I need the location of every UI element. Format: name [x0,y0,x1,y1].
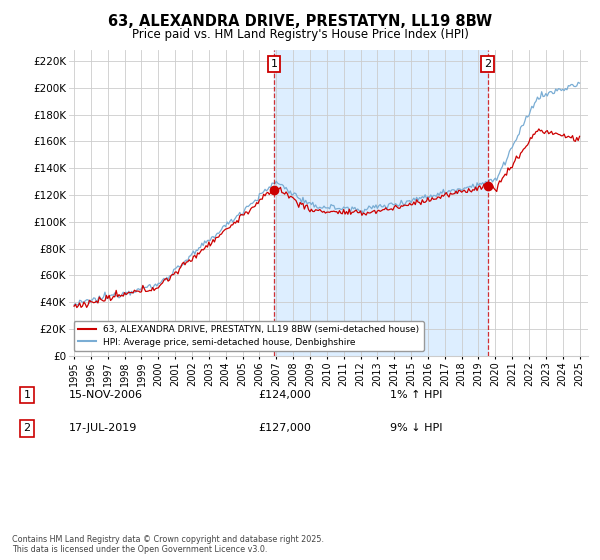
Text: 1% ↑ HPI: 1% ↑ HPI [390,390,442,400]
Text: 17-JUL-2019: 17-JUL-2019 [69,423,137,433]
Text: 1: 1 [23,390,31,400]
Text: 2: 2 [484,59,491,69]
Bar [274,50,488,356]
Text: 2: 2 [23,423,31,433]
Text: 63, ALEXANDRA DRIVE, PRESTATYN, LL19 8BW: 63, ALEXANDRA DRIVE, PRESTATYN, LL19 8BW [108,14,492,29]
Legend: 63, ALEXANDRA DRIVE, PRESTATYN, LL19 8BW (semi-detached house), HPI: Average pri: 63, ALEXANDRA DRIVE, PRESTATYN, LL19 8BW… [74,321,424,351]
Text: 15-NOV-2006: 15-NOV-2006 [69,390,143,400]
Text: £124,000: £124,000 [258,390,311,400]
Text: 1: 1 [271,59,278,69]
Text: Contains HM Land Registry data © Crown copyright and database right 2025.
This d: Contains HM Land Registry data © Crown c… [12,535,324,554]
Text: Price paid vs. HM Land Registry's House Price Index (HPI): Price paid vs. HM Land Registry's House … [131,28,469,41]
Text: £127,000: £127,000 [258,423,311,433]
Text: 9% ↓ HPI: 9% ↓ HPI [390,423,443,433]
